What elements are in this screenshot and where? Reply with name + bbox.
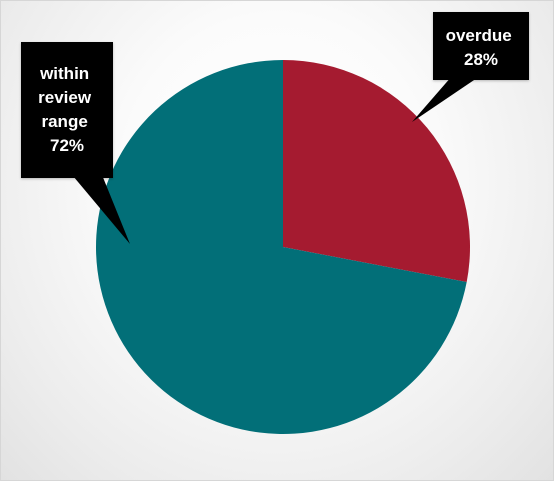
callout-box-overdue	[433, 12, 529, 80]
callout-pointer-overdue	[412, 76, 480, 122]
callout-within-review-range: within review range 72%	[21, 42, 130, 244]
pie-slice-within-review-range	[96, 60, 467, 434]
callout-box-within	[21, 42, 113, 178]
callout-line: overdue	[446, 26, 512, 45]
callout-line: range	[41, 112, 87, 131]
callout-label-within: within review range 72%	[38, 64, 96, 155]
callout-label-overdue: overdue 28%	[446, 26, 517, 69]
slice-value-label: 72%	[50, 136, 84, 155]
pie-slices	[96, 59, 471, 434]
callout-pointer-within	[68, 170, 130, 244]
callout-line: review	[38, 88, 92, 107]
slice-value-label: 28%	[464, 50, 498, 69]
callout-line: within	[39, 64, 89, 83]
callout-overdue: overdue 28%	[412, 12, 529, 122]
pie-slice-overdue	[283, 59, 471, 283]
